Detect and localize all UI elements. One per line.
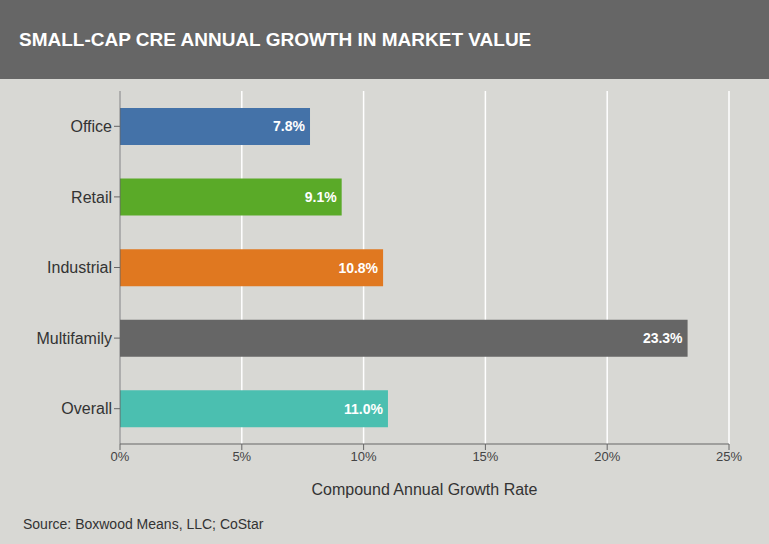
svg-text:7.8%: 7.8% [273, 118, 305, 134]
html-text:SMALL-CAP CRE ANNUAL GROWTH IN: SMALL-CAP CRE ANNUAL GROWTH IN MARKET VA… [19, 28, 532, 50]
svg-text:Compound Annual Growth Rate: Compound Annual Growth Rate [312, 481, 538, 498]
svg-text:9.1%: 9.1% [305, 189, 337, 205]
svg-text:10.8%: 10.8% [338, 260, 378, 276]
svg-text:20%: 20% [594, 449, 620, 464]
svg-text:23.3%: 23.3% [643, 330, 683, 346]
svg-text:5%: 5% [232, 449, 251, 464]
svg-text:Office: Office [71, 118, 113, 135]
svg-text:11.0%: 11.0% [344, 401, 383, 417]
svg-text:Industrial: Industrial [47, 259, 112, 276]
svg-text:0%: 0% [111, 449, 130, 464]
svg-text:Multifamily: Multifamily [36, 330, 112, 347]
svg-text:10%: 10% [351, 449, 377, 464]
html-text:Source: Boxwood Means, LLC; Co: Source: Boxwood Means, LLC; CoStar [23, 516, 264, 532]
svg-text:25%: 25% [716, 449, 742, 464]
svg-text:Retail: Retail [71, 189, 112, 206]
svg-text:15%: 15% [472, 449, 498, 464]
svg-text:Overall: Overall [61, 400, 112, 417]
